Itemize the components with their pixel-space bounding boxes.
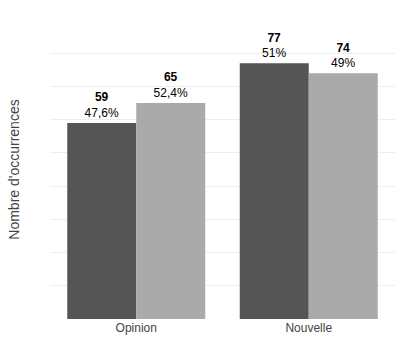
svg-text:5947,6%: 5947,6%	[85, 90, 119, 120]
svg-text:7751%: 7751%	[262, 31, 286, 61]
svg-text:Nouvelle: Nouvelle	[285, 321, 332, 335]
svg-text:6552,4%: 6552,4%	[154, 70, 188, 100]
svg-text:Nombre d'occurrences: Nombre d'occurrences	[6, 99, 22, 239]
svg-text:Opinion: Opinion	[116, 321, 157, 335]
svg-text:7449%: 7449%	[331, 41, 355, 71]
